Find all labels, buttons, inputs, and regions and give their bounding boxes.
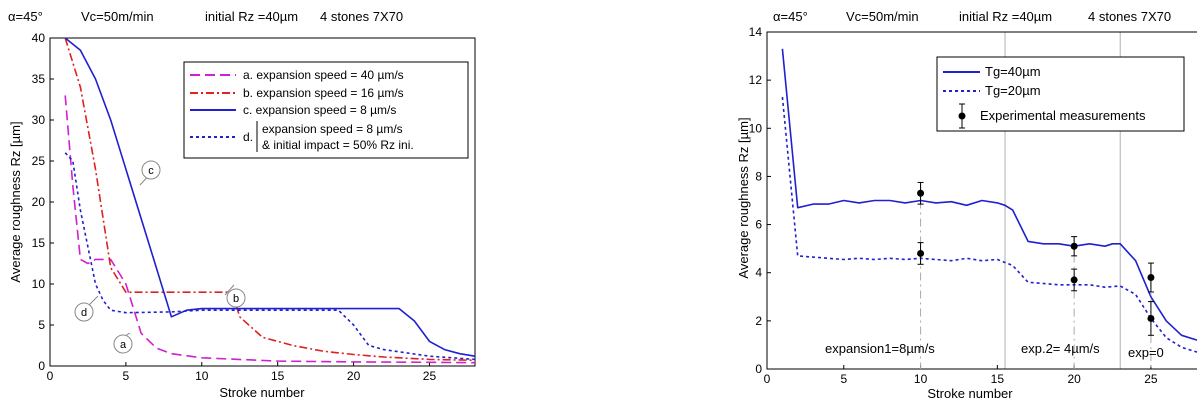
header-initial-rz: initial Rz =40µm xyxy=(205,9,298,24)
y-tick-label: 14 xyxy=(749,25,763,39)
header-stones: 4 stones 7X70 xyxy=(1088,9,1171,24)
y-tick-label: 35 xyxy=(32,72,46,86)
y-tick-label: 12 xyxy=(749,73,763,87)
phase-label-3: exp=0 xyxy=(1128,345,1164,360)
y-tick-label: 8 xyxy=(755,169,762,183)
y-tick-label: 25 xyxy=(32,154,46,168)
series-line-tg40 xyxy=(781,48,1198,341)
series-line-d xyxy=(64,152,476,361)
annotation-b-label: b xyxy=(233,293,239,305)
y-tick-label: 30 xyxy=(32,113,46,127)
x-tick-label: 15 xyxy=(991,372,1005,386)
legend-label-d-line2: & initial impact = 50% Rz ini. xyxy=(262,138,414,152)
x-tick-label: 15 xyxy=(271,369,285,383)
legend: a. expansion speed = 40 µm/s b. expansio… xyxy=(183,61,469,159)
measurement-point xyxy=(1070,276,1078,284)
y-axis-label: Average roughness Rz [µm] xyxy=(8,121,23,282)
legend-label-tg40: Tg=40µm xyxy=(985,64,1041,79)
annotation-d: d xyxy=(74,295,99,322)
phase-label-2: exp.2= 4µm/s xyxy=(1021,341,1100,356)
legend-box xyxy=(936,56,1185,132)
x-tick-label: 5 xyxy=(123,369,130,383)
x-tick-label: 20 xyxy=(1067,372,1081,386)
x-tick-label: 5 xyxy=(840,372,847,386)
x-tick-label: 0 xyxy=(764,372,771,386)
y-tick-label: 0 xyxy=(38,359,45,373)
x-tick-label: 10 xyxy=(914,372,928,386)
legend-swatch-exp-marker xyxy=(958,112,966,120)
x-tick-label: 10 xyxy=(195,369,209,383)
y-tick-label: 5 xyxy=(38,318,45,332)
legend: Tg=40µm Tg=20µm Experimental measurement… xyxy=(936,56,1185,132)
annotation-a-label: a xyxy=(120,339,127,351)
measurement-point xyxy=(917,189,925,197)
y-tick-label: 20 xyxy=(32,195,46,209)
annotation-c-label: c xyxy=(148,165,154,177)
y-tick-label: 2 xyxy=(755,314,762,328)
header-speed: Vc=50m/min xyxy=(81,9,154,24)
x-tick-label: 25 xyxy=(1144,372,1158,386)
series-line-c xyxy=(64,37,476,357)
measurement-point xyxy=(1147,314,1155,322)
series-line-b xyxy=(64,37,476,362)
chart-left: α=45° Vc=50m/min initial Rz =40µm 4 ston… xyxy=(8,9,476,400)
y-tick-label: 4 xyxy=(755,266,762,280)
legend-label-tg20: Tg=20µm xyxy=(985,83,1041,98)
x-tick-label: 20 xyxy=(347,369,361,383)
legend-label-a: a. expansion speed = 40 µm/s xyxy=(243,68,404,82)
phase-label-1: expansion1=8µm/s xyxy=(825,341,935,356)
x-tick-label: 25 xyxy=(423,369,437,383)
header-alpha: α=45° xyxy=(773,9,808,24)
chart-right: α=45° Vc=50m/min initial Rz =40µm 4 ston… xyxy=(736,9,1198,401)
header-alpha: α=45° xyxy=(8,9,43,24)
header-speed: Vc=50m/min xyxy=(846,9,919,24)
measurement-point xyxy=(917,249,925,257)
legend-label-exp: Experimental measurements xyxy=(980,108,1146,123)
x-axis-label: Stroke number xyxy=(927,386,1013,401)
header-initial-rz: initial Rz =40µm xyxy=(959,9,1052,24)
series-line-a xyxy=(64,95,476,364)
legend-box xyxy=(183,61,469,159)
legend-label-d-line1: expansion speed = 8 µm/s xyxy=(262,122,403,136)
y-tick-label: 10 xyxy=(32,277,46,291)
y-tick-label: 15 xyxy=(32,236,46,250)
x-axis-label: Stroke number xyxy=(219,385,305,400)
measurement-point xyxy=(1147,274,1155,282)
plot-frame xyxy=(766,31,1197,370)
y-tick-label: 10 xyxy=(749,121,763,135)
y-tick-label: 40 xyxy=(32,31,46,45)
legend-prefix-d: d. xyxy=(243,130,253,144)
header-stones: 4 stones 7X70 xyxy=(320,9,403,24)
annotation-b: b xyxy=(224,284,246,308)
y-tick-label: 6 xyxy=(755,218,762,232)
annotation-d-label: d xyxy=(81,307,87,319)
y-axis-label: Average roughness Rz [µm] xyxy=(736,117,751,278)
legend-label-c: c. expansion speed = 8 µm/s xyxy=(243,103,396,117)
series-line-tg20 xyxy=(781,96,1198,353)
x-tick-label: 0 xyxy=(47,369,54,383)
legend-label-b: b. expansion speed = 16 µm/s xyxy=(243,86,404,100)
y-tick-label: 0 xyxy=(755,362,762,376)
annotation-c: c xyxy=(139,160,161,186)
measurement-point xyxy=(1070,242,1078,250)
annotation-a: a xyxy=(113,332,133,354)
